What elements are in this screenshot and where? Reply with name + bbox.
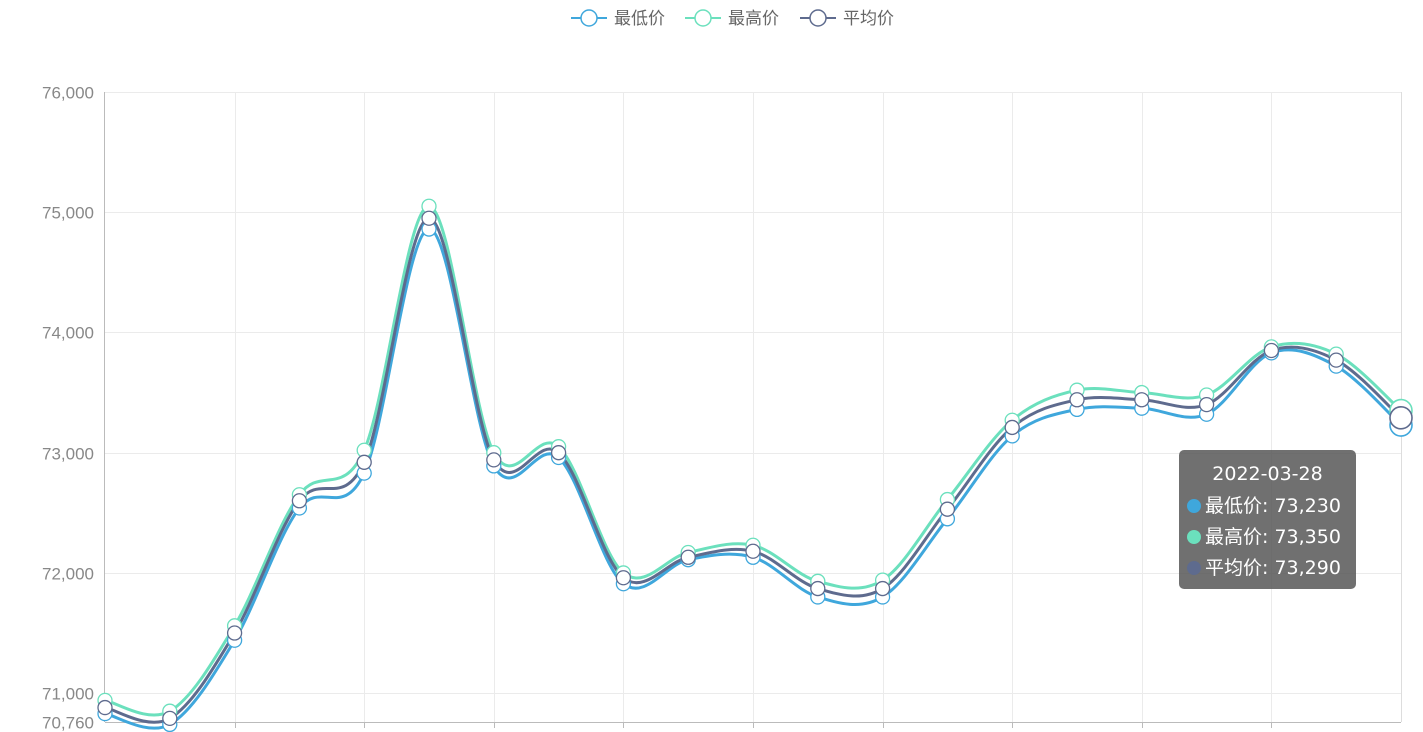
legend[interactable]: 最低价 最高价 平均价 — [571, 9, 894, 29]
legend-item-high[interactable]: 最高价 — [685, 9, 779, 29]
data-point-avg[interactable] — [1198, 396, 1215, 413]
series-line-high — [104, 204, 1402, 717]
tooltip-title: 2022-03-28 — [1212, 463, 1323, 485]
series-line-avg — [104, 216, 1402, 724]
data-point-avg[interactable] — [550, 445, 567, 461]
data-point-avg[interactable] — [356, 454, 372, 470]
tooltip-dot-low — [1187, 499, 1201, 513]
y-tick-label: 75,000 — [42, 204, 94, 223]
data-point-avg[interactable] — [1134, 392, 1150, 408]
tooltip-dot-avg — [1187, 561, 1201, 575]
data-point-avg[interactable] — [939, 501, 956, 517]
data-point-avg[interactable] — [1328, 352, 1344, 368]
y-tick-label: 71,000 — [42, 685, 94, 704]
data-point-avg[interactable] — [615, 570, 632, 586]
y-tick-label: 76,000 — [42, 84, 94, 103]
legend-item-low[interactable]: 最低价 — [571, 9, 665, 29]
tooltip-dot-high — [1187, 530, 1201, 544]
series-layer — [97, 198, 1413, 732]
tooltip-row-avg: 平均价: 73,290 — [1179, 553, 1356, 584]
data-point-avg[interactable] — [162, 710, 178, 727]
data-point-avg[interactable] — [1263, 342, 1280, 359]
legend-item-avg[interactable]: 平均价 — [800, 9, 894, 29]
legend-circle-icon — [580, 9, 598, 27]
y-tick-label: 70,760 — [42, 714, 94, 732]
data-point-avg[interactable] — [486, 452, 502, 468]
y-tick-label: 73,000 — [42, 445, 94, 464]
tooltip: 2022-03-28 最低价: 73,230 最高价: 73,350 平均价: … — [1179, 450, 1356, 589]
data-point-avg[interactable] — [421, 210, 437, 226]
data-point-avg[interactable] — [745, 543, 761, 559]
data-point-avg[interactable] — [226, 625, 243, 641]
data-point-avg[interactable] — [1004, 419, 1020, 436]
data-point-avg[interactable] — [810, 580, 826, 597]
legend-circle-icon — [694, 9, 712, 27]
data-point-avg[interactable] — [680, 549, 696, 565]
grid — [105, 92, 1401, 722]
data-point-avg[interactable] — [874, 580, 891, 597]
legend-label: 最低价 — [614, 9, 665, 29]
tooltip-row-avg-text: 平均价: 73,290 — [1205, 557, 1341, 579]
y-tick-label: 72,000 — [42, 565, 94, 584]
tooltip-row-low: 最低价: 73,230 — [1179, 491, 1356, 522]
legend-label: 平均价 — [843, 9, 894, 29]
tooltip-row-low-text: 最低价: 73,230 — [1205, 495, 1341, 517]
y-tick-label: 74,000 — [42, 324, 94, 343]
series-line-low — [104, 227, 1403, 730]
data-point-avg[interactable] — [97, 699, 113, 716]
axes: 70,760 71,000 72,000 73,000 74,000 75,000 76,0… — [42, 84, 1402, 732]
data-point-avg[interactable] — [291, 493, 308, 509]
data-point-avg[interactable] — [1069, 392, 1085, 408]
tooltip-row-high: 最高价: 73,350 — [1179, 522, 1356, 553]
legend-circle-icon — [809, 9, 827, 27]
data-point-avg[interactable] — [1389, 406, 1413, 430]
legend-label: 最高价 — [728, 9, 779, 29]
tooltip-row-high-text: 最高价: 73,350 — [1205, 526, 1341, 548]
